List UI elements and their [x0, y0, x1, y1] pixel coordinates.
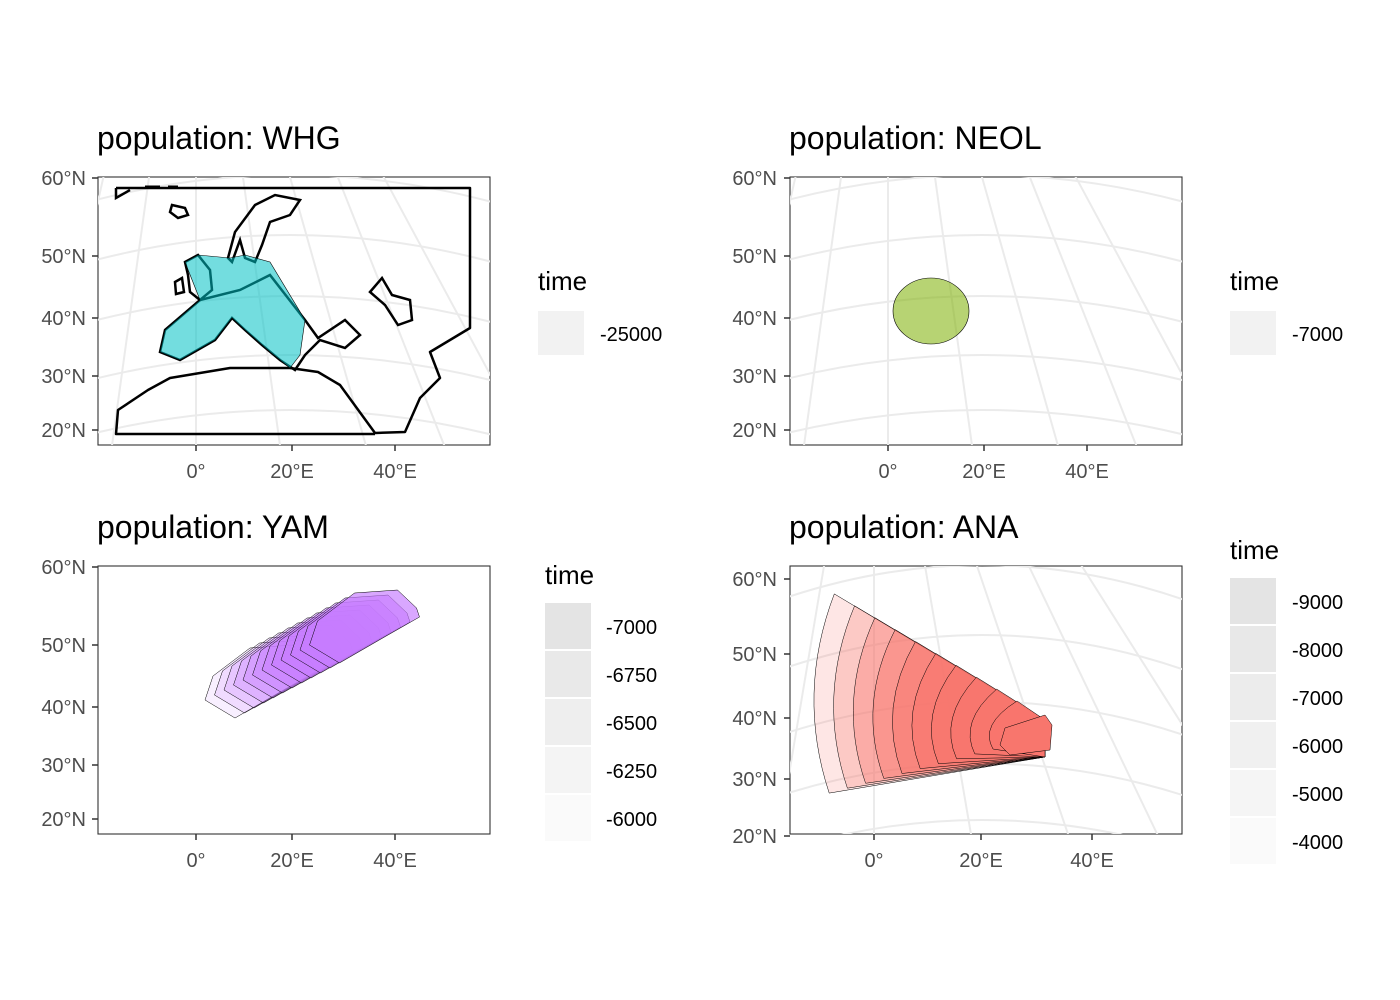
y-axis: 60°N 50°N 40°N 30°N 20°N	[732, 168, 790, 442]
panel-title-neol: population: NEOL	[789, 120, 1042, 156]
legend-key	[1230, 578, 1276, 624]
y-tick-label: 50°N	[732, 644, 777, 666]
y-tick-label: 60°N	[41, 557, 86, 579]
y-tick-label: 30°N	[732, 769, 777, 791]
legend-yam: time -7000 -6750 -6500 -6250 -6000	[545, 560, 657, 841]
legend-title: time	[538, 266, 587, 296]
y-tick-label: 60°N	[732, 569, 777, 591]
y-tick-label: 50°N	[41, 635, 86, 657]
legend-label: -6250	[606, 761, 657, 783]
x-axis: 0° 20°E 40°E	[186, 445, 417, 483]
y-tick-label: 30°N	[41, 755, 86, 777]
x-tick-label: 0°	[186, 461, 205, 483]
legend-label: -6000	[606, 809, 657, 831]
x-tick-label: 40°E	[1065, 461, 1109, 483]
legend-key	[1230, 626, 1276, 672]
legend-label: -6500	[606, 713, 657, 735]
panel-title-whg: population: WHG	[97, 120, 341, 156]
range-polygon-whg	[159, 254, 306, 369]
x-tick-label: 0°	[878, 461, 897, 483]
legend-key	[545, 603, 591, 649]
y-tick-label: 60°N	[41, 168, 86, 190]
y-tick-label: 50°N	[732, 246, 777, 268]
y-axis: 60°N 50°N 40°N 30°N 20°N	[41, 557, 98, 831]
x-tick-label: 40°E	[1070, 850, 1114, 872]
legend-key	[545, 651, 591, 697]
y-tick-label: 40°N	[41, 308, 86, 330]
x-tick-label: 20°E	[270, 461, 314, 483]
panel-title-yam: population: YAM	[97, 509, 329, 545]
legend-label: -5000	[1292, 784, 1343, 806]
graticule	[790, 177, 1182, 445]
y-tick-label: 30°N	[41, 366, 86, 388]
y-tick-label: 50°N	[41, 246, 86, 268]
y-tick-label: 60°N	[732, 168, 777, 190]
legend-key	[1230, 770, 1276, 816]
legend-key	[545, 699, 591, 745]
panel-border	[789, 176, 1183, 446]
map-panel-neol: 60°N 50°N 40°N 30°N 20°N 0° 20°E 40°E ti…	[732, 168, 1343, 483]
legend-label: -6000	[1292, 736, 1343, 758]
x-tick-label: 0°	[864, 850, 883, 872]
range-polygon-neol	[892, 277, 970, 345]
x-axis: 0° 20°E 40°E	[864, 834, 1114, 872]
legend-ana: time -9000 -8000 -7000 -6000 -5000 -4000	[1230, 535, 1343, 864]
range-bands-ana	[813, 593, 1053, 794]
legend-key	[1230, 674, 1276, 720]
legend-key	[538, 311, 584, 355]
y-tick-label: 40°N	[41, 697, 86, 719]
x-tick-label: 40°E	[373, 850, 417, 872]
x-tick-label: 0°	[186, 850, 205, 872]
legend-title: time	[545, 560, 594, 590]
legend-title: time	[1230, 266, 1279, 296]
y-tick-label: 40°N	[732, 308, 777, 330]
x-axis: 0° 20°E 40°E	[186, 834, 417, 872]
legend-key	[1230, 818, 1276, 864]
legend-key	[1230, 311, 1276, 355]
map-panel-ana: 60°N 50°N 40°N 30°N 20°N 0° 20°E 40°E ti…	[732, 535, 1343, 872]
legend-label: -7000	[1292, 324, 1343, 346]
x-tick-label: 20°E	[959, 850, 1003, 872]
x-tick-label: 20°E	[270, 850, 314, 872]
y-tick-label: 20°N	[41, 809, 86, 831]
legend-key	[545, 795, 591, 841]
y-tick-label: 20°N	[732, 826, 777, 848]
legend-label: -8000	[1292, 640, 1343, 662]
y-axis: 60°N 50°N 40°N 30°N 20°N	[732, 569, 790, 848]
panel-title-ana: population: ANA	[789, 509, 1019, 545]
range-band	[309, 589, 420, 664]
legend-whg: time -25000	[538, 266, 662, 355]
legend-key	[1230, 722, 1276, 768]
y-tick-label: 20°N	[41, 420, 86, 442]
legend-key	[545, 747, 591, 793]
legend-title: time	[1230, 535, 1279, 565]
range-band-anatolia	[999, 714, 1053, 756]
x-axis: 0° 20°E 40°E	[878, 445, 1109, 483]
y-axis: 60°N 50°N 40°N 30°N 20°N	[41, 168, 98, 442]
legend-label: -4000	[1292, 832, 1343, 854]
legend-label: -6750	[606, 665, 657, 687]
legend-label: -7000	[606, 617, 657, 639]
y-tick-label: 40°N	[732, 708, 777, 730]
map-panel-yam: 60°N 50°N 40°N 30°N 20°N 0° 20°E 40°E ti…	[41, 557, 657, 872]
range-bands-yam	[204, 589, 420, 719]
y-tick-label: 30°N	[732, 366, 777, 388]
x-tick-label: 20°E	[962, 461, 1006, 483]
legend-label: -25000	[600, 324, 662, 346]
legend-label: -7000	[1292, 688, 1343, 710]
x-tick-label: 40°E	[373, 461, 417, 483]
y-tick-label: 20°N	[732, 420, 777, 442]
legend-neol: time -7000	[1230, 266, 1343, 355]
legend-label: -9000	[1292, 592, 1343, 614]
map-panel-whg: 60°N 50°N 40°N 30°N 20°N 0° 20°E 40°E ti…	[41, 168, 662, 483]
panel-border	[97, 565, 491, 835]
